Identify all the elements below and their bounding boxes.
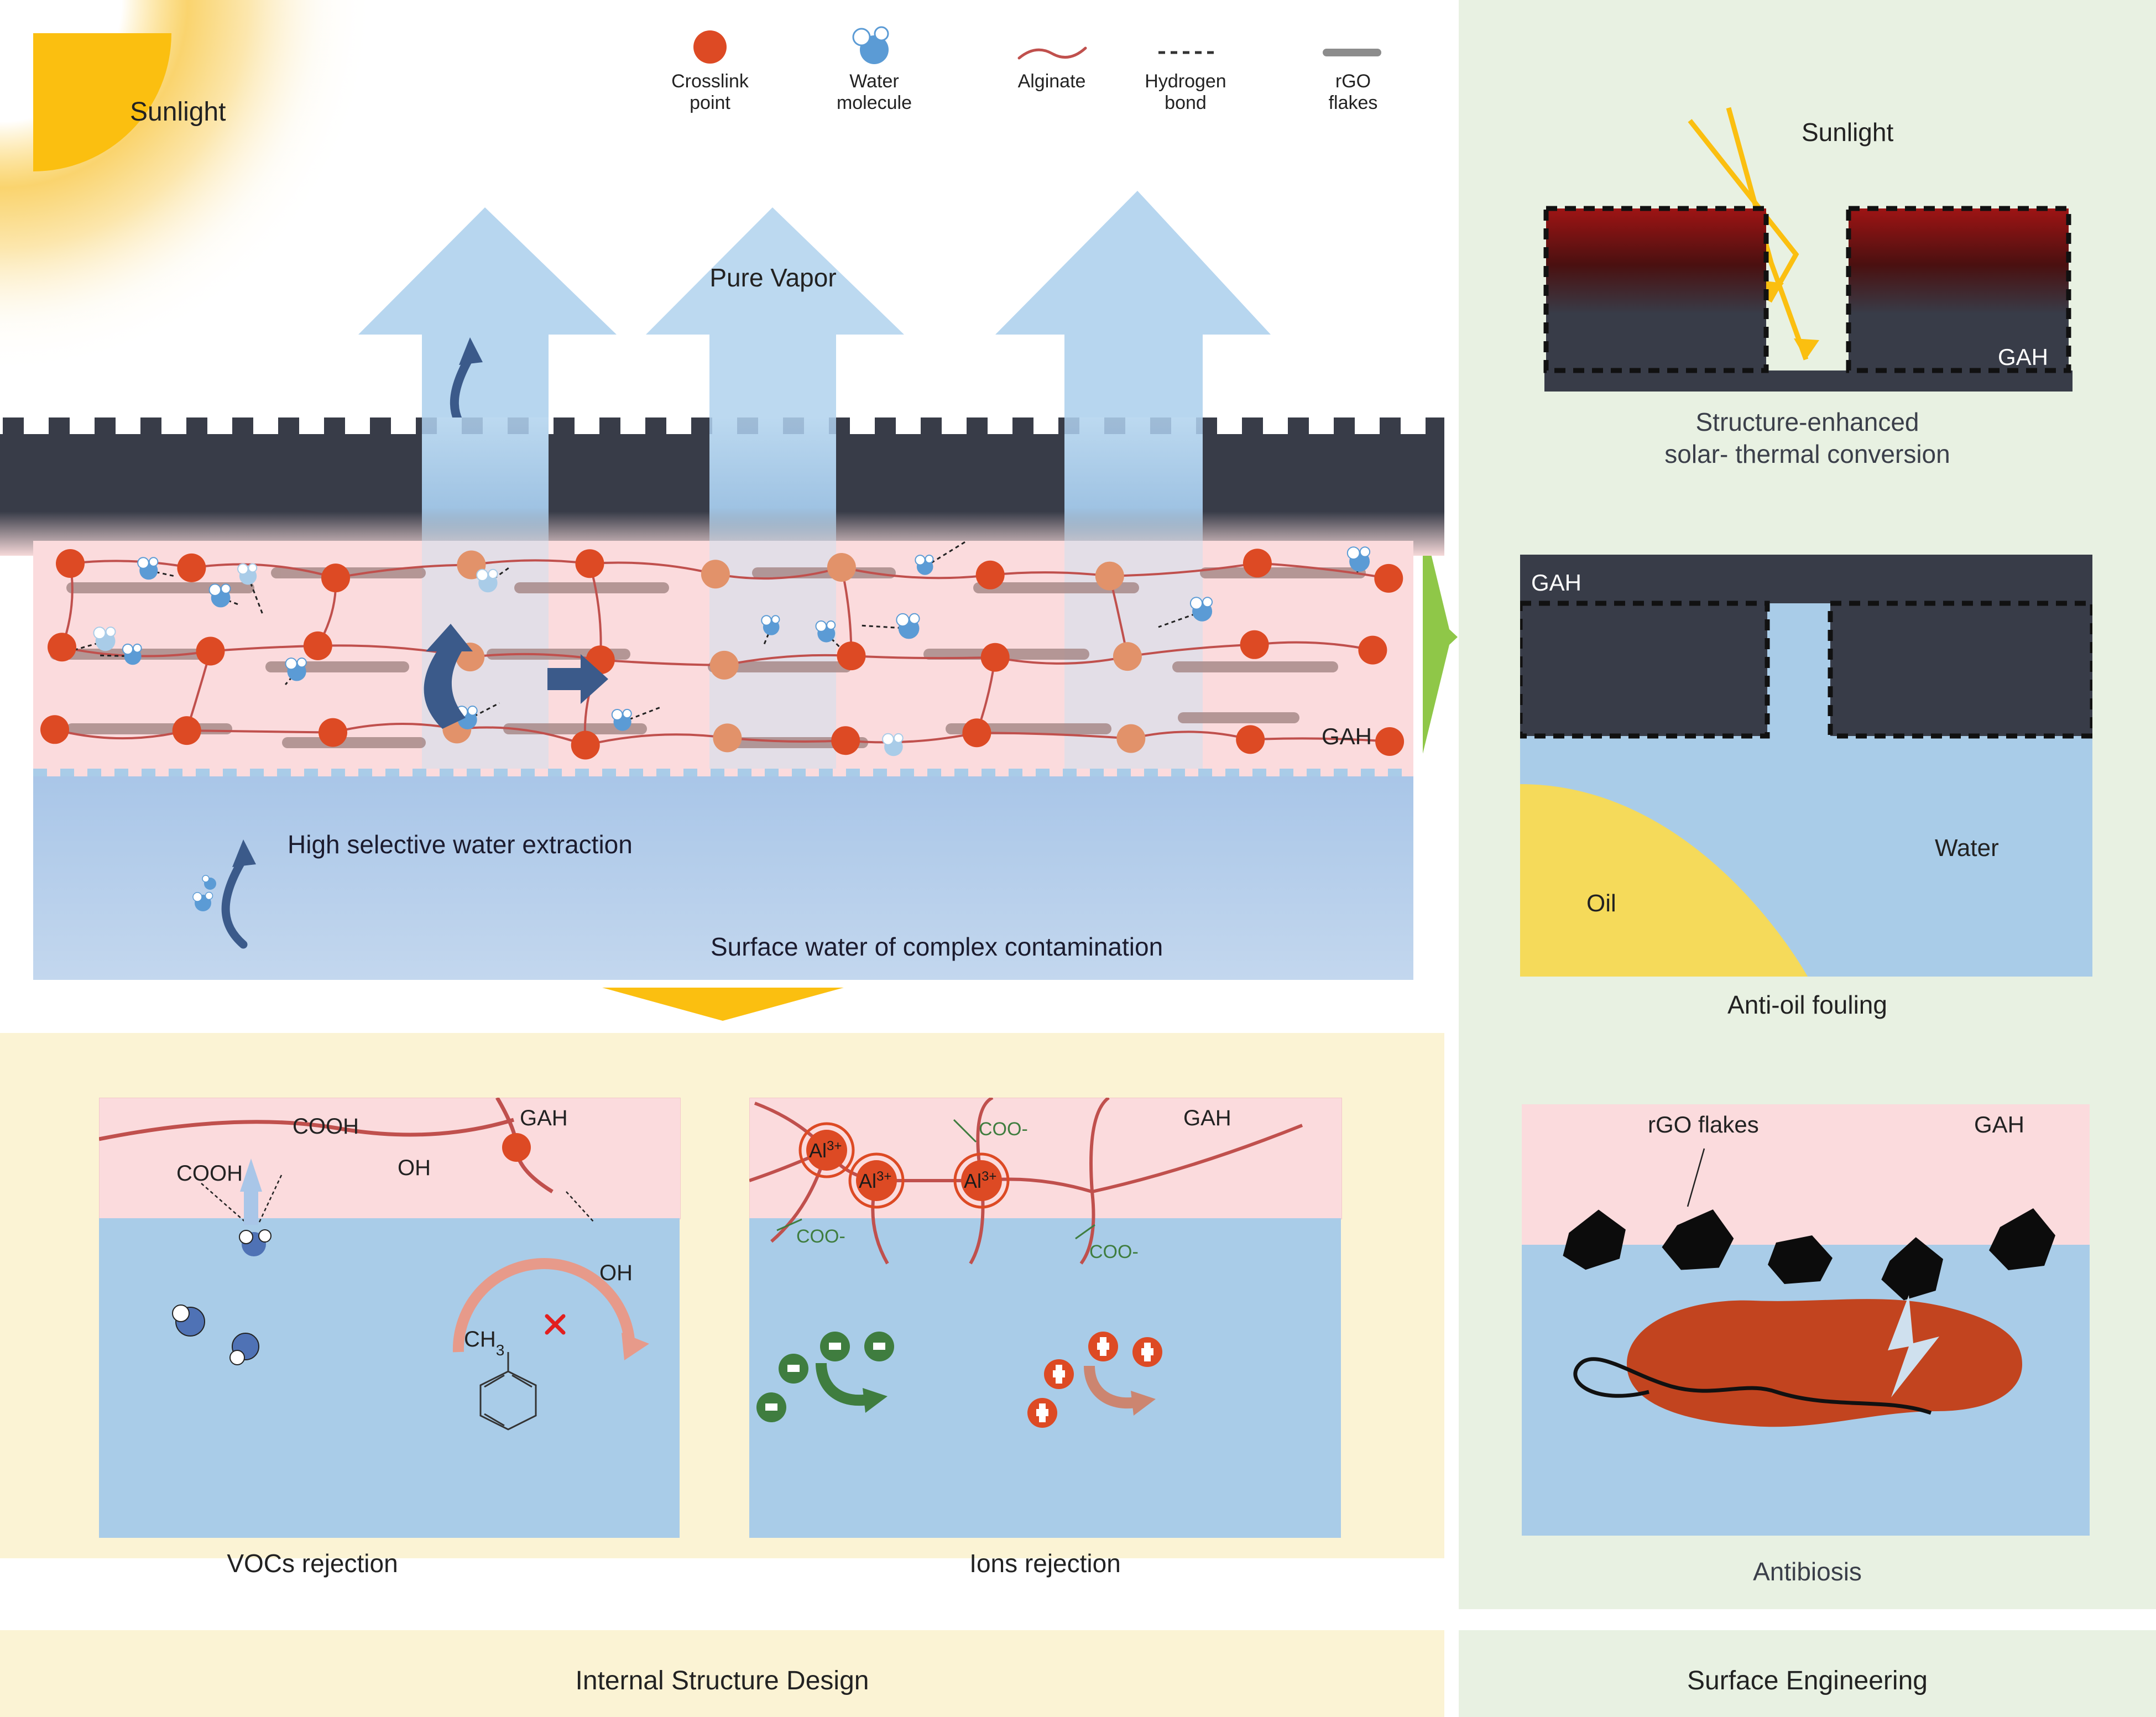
svg-text:OH: OH <box>599 1261 633 1285</box>
svg-text:GAH: GAH <box>1998 344 2048 370</box>
svg-text:OH: OH <box>398 1156 431 1180</box>
svg-text:CH3: CH3 <box>464 1327 504 1359</box>
svg-text:GAH: GAH <box>1531 570 1581 596</box>
svg-text:COOH: COOH <box>176 1161 243 1186</box>
svg-text:Oil: Oil <box>1586 890 1616 917</box>
svg-text:COOH: COOH <box>293 1114 359 1139</box>
svg-text:COO-: COO- <box>979 1119 1028 1140</box>
svg-text:Sunlight: Sunlight <box>1802 118 1893 147</box>
svg-text:COO-: COO- <box>1089 1241 1139 1262</box>
svg-text:COO-: COO- <box>796 1226 845 1247</box>
svg-text:Water: Water <box>1935 834 1999 862</box>
